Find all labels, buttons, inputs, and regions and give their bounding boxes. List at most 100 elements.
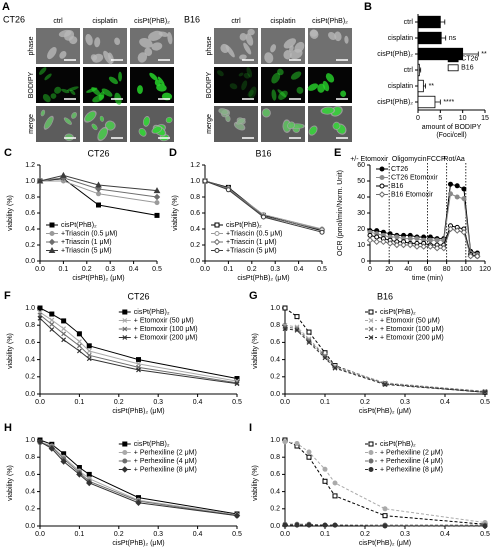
data-point — [86, 356, 92, 362]
data-point — [322, 522, 328, 528]
micrograph-tile — [36, 106, 80, 142]
lipid-stain — [149, 72, 158, 81]
legend-label: + Etomoxir (200 μM) — [134, 334, 198, 341]
row-label: BODIPY — [206, 71, 213, 98]
cell — [94, 37, 101, 48]
data-point — [332, 522, 338, 528]
data-point — [382, 382, 388, 387]
bar — [417, 95, 436, 109]
data-point — [76, 339, 82, 344]
lipid-stain — [118, 71, 122, 82]
x-tick-label: 100 — [460, 266, 472, 273]
legend-marker — [368, 450, 374, 455]
x-axis-label: cisPt(PhB)₂ (μM) — [72, 275, 124, 282]
data-point — [95, 181, 102, 188]
y-tick-label: 0.2 — [25, 374, 35, 381]
lipid-stain — [238, 72, 244, 77]
legend-label: cisPt(PhB)₂ — [226, 222, 262, 229]
cell — [247, 28, 255, 36]
x-tick-label: 0.3 — [153, 531, 163, 538]
x-tick-label: 5 — [438, 115, 442, 122]
legend-marker — [49, 222, 55, 228]
data-point — [454, 194, 460, 200]
x-tick-label: 0.2 — [114, 531, 124, 538]
data-point — [467, 252, 474, 260]
x-tick-label: 0.3 — [105, 266, 115, 273]
y-tick-label: 1.2 — [190, 162, 200, 169]
data-point — [322, 478, 328, 484]
data-point — [49, 311, 55, 317]
panel-label: A — [2, 1, 10, 13]
micrograph-tile — [261, 28, 305, 64]
event-label: FCCP — [427, 156, 446, 163]
error-bar — [423, 83, 426, 89]
lipid-stain — [307, 83, 319, 91]
legend-label: + Perhexiline (8 μM) — [134, 466, 197, 473]
cell — [71, 111, 77, 119]
y-tick-label: 0.6 — [25, 471, 35, 478]
lipid-stain — [139, 128, 146, 136]
legend-label: CT26 — [391, 166, 408, 173]
lipid-stain — [271, 89, 277, 101]
tile-background — [214, 67, 258, 103]
lipid-stain — [61, 88, 70, 94]
x-tick-label: 0.4 — [129, 266, 139, 273]
legend-label: +Triascin (0.5 μM) — [61, 230, 117, 237]
y-tick-label: 0.4 — [190, 226, 200, 233]
x-tick-label: 0.0 — [280, 531, 290, 538]
event-label: Oligomycin — [392, 156, 427, 163]
data-point — [386, 240, 394, 247]
data-point — [96, 191, 101, 197]
data-point — [95, 185, 102, 193]
lipid-stain — [225, 115, 230, 122]
lipid-stain — [317, 83, 326, 93]
column-label: cisPt(PhB)₂ — [134, 18, 170, 25]
x-axis-label: amount of BODIPY — [422, 124, 482, 131]
x-tick-label: 0.0 — [35, 399, 45, 406]
y-tick-label: 0.8 — [25, 194, 35, 201]
data-point — [76, 471, 83, 478]
lipid-stain — [92, 94, 105, 103]
x-tick-label: 0.5 — [317, 266, 327, 273]
lipid-stain — [143, 117, 150, 126]
x-tick-label: 0.1 — [224, 266, 234, 273]
x-tick-label: 0 — [416, 115, 420, 122]
cell — [289, 49, 303, 60]
x-axis-label: cisPt(PhB)₂ (μM) — [359, 408, 411, 415]
data-point — [86, 348, 92, 354]
lipid-stain — [71, 112, 77, 119]
lipid-stain — [100, 116, 104, 122]
data-point — [306, 339, 312, 345]
data-point — [261, 214, 266, 220]
legend-marker — [122, 309, 128, 315]
cell — [137, 52, 148, 63]
y-tick-label: 0.4 — [270, 488, 280, 495]
x-tick-label: 0.2 — [82, 266, 92, 273]
micrograph-tile — [83, 28, 127, 65]
panel-label: B — [364, 1, 372, 13]
data-point — [440, 244, 447, 252]
legend-marker — [368, 309, 374, 315]
lipid-stain — [69, 89, 76, 96]
legend-marker — [379, 175, 385, 180]
data-point — [282, 439, 288, 445]
legend-label: + Perhexiline (8 μM) — [380, 466, 443, 473]
series-line — [204, 180, 323, 231]
micrograph-tile — [308, 105, 352, 142]
data-point — [294, 327, 300, 333]
cell — [148, 30, 163, 41]
bar — [417, 63, 420, 77]
data-point — [461, 186, 467, 192]
legend-label: + Etomoxir (100 μM) — [380, 326, 444, 333]
data-point — [393, 241, 401, 249]
data-point — [61, 318, 67, 324]
panel-label: F — [4, 290, 11, 302]
data-point — [154, 212, 160, 218]
data-point — [306, 449, 312, 455]
data-point — [482, 389, 488, 395]
lipid-stain — [64, 118, 72, 125]
y-tick-label: 0.6 — [25, 210, 35, 217]
legend-marker — [368, 458, 374, 464]
x-tick-label: 20 — [385, 266, 393, 273]
lipid-stain — [152, 126, 162, 133]
